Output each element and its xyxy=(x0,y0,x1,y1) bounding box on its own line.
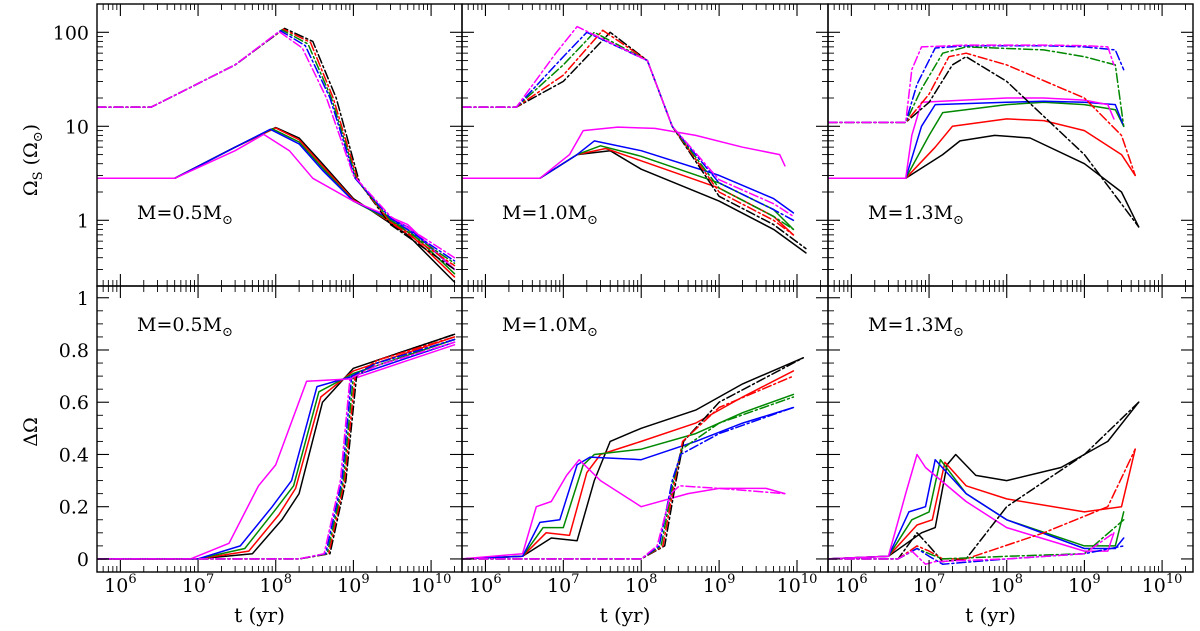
series-green-dashdot-top-right xyxy=(828,46,1125,128)
series-magenta-dashdot-bottom-left xyxy=(97,341,456,560)
series-black-dashdot-top-right xyxy=(828,55,1140,228)
series-black-solid-bottom-left xyxy=(97,333,456,560)
x-tick-label: 106 xyxy=(104,572,136,597)
labels: 1 10 100 M=0.5M⊙ M=1.0M⊙ M=1.3M⊙ 0 0.2 0.4 0.6 0.8… xyxy=(20,22,1182,627)
mass-annotation: M=1.3M⊙ xyxy=(868,314,964,340)
panel-frame-top-middle xyxy=(461,3,829,287)
series-green-dashdot-bottom-middle xyxy=(462,396,795,560)
series-magenta-solid-top-right xyxy=(828,97,1115,180)
y-axis-label-top: ΩS(Ω⊙) xyxy=(20,124,46,196)
series-blue-solid-top-left xyxy=(97,128,456,271)
x-tick-label: 108 xyxy=(260,572,292,597)
mass-annotation: M=0.5M⊙ xyxy=(137,202,233,228)
x-axis-label: t (yr) xyxy=(234,603,285,627)
series-magenta-dashdot-bottom-middle xyxy=(462,485,786,560)
series-blue-solid-bottom-middle xyxy=(462,406,795,560)
series-black-dashdot-bottom-middle xyxy=(462,357,804,560)
series-black-solid-bottom-right xyxy=(828,401,1140,560)
series-magenta-dashdot-top-left xyxy=(97,30,456,259)
panel-top-left-curves xyxy=(97,27,456,283)
panel-bottom-left-curves xyxy=(97,333,456,560)
series-red-dashdot-bottom-middle xyxy=(462,375,795,560)
series-green-dashdot-top-middle xyxy=(462,31,795,231)
x-tick-label: 1010 xyxy=(411,572,452,597)
series-magenta-solid-bottom-left xyxy=(97,344,456,560)
x-tick-label: 107 xyxy=(547,572,579,597)
series-magenta-dashdot-bottom-right xyxy=(828,532,1115,565)
x-tick-label: 107 xyxy=(182,572,214,597)
x-tick-label: 1010 xyxy=(777,572,818,597)
y-tick-label: 0.6 xyxy=(59,392,89,414)
series-red-dashdot-top-left xyxy=(97,28,456,267)
x-tick-label: 106 xyxy=(469,572,501,597)
mass-annotation: M=1.0M⊙ xyxy=(502,314,598,340)
series-magenta-dashdot-top-middle xyxy=(462,25,795,218)
series-magenta-solid-top-middle xyxy=(462,126,786,180)
x-tick-label: 106 xyxy=(835,572,867,597)
panel-bottom-middle-curves xyxy=(462,357,804,560)
frames xyxy=(96,3,1194,573)
panel-top-middle-curves xyxy=(462,25,807,254)
series-blue-dashdot-bottom-left xyxy=(97,338,456,560)
y-tick-label: 1 xyxy=(77,288,89,310)
x-tick-label: 107 xyxy=(913,572,945,597)
series-red-dashdot-bottom-left xyxy=(97,336,456,560)
series-red-dashdot-top-right xyxy=(828,52,1136,177)
series-blue-solid-top-middle xyxy=(462,140,795,214)
x-axis-label: t (yr) xyxy=(600,603,651,627)
series-black-dashdot-bottom-right xyxy=(828,401,1140,563)
x-axis-label: t (yr) xyxy=(965,603,1016,627)
series-red-solid-bottom-middle xyxy=(462,370,795,560)
y-tick-label: 0.4 xyxy=(59,444,89,466)
series-blue-dashdot-top-middle xyxy=(462,31,795,222)
series-blue-solid-top-right xyxy=(828,100,1125,180)
y-tick-label: 0.2 xyxy=(59,497,89,519)
panel-top-right-curves xyxy=(828,44,1140,228)
y-tick-label: 10 xyxy=(65,116,89,138)
series-black-solid-bottom-middle xyxy=(462,357,804,560)
x-tick-label: 109 xyxy=(703,572,735,597)
y-tick-label: 1 xyxy=(77,210,89,232)
x-tick-label: 108 xyxy=(991,572,1023,597)
series-red-solid-top-right xyxy=(828,118,1136,180)
x-tick-label: 109 xyxy=(337,572,369,597)
mass-annotation: M=1.0M⊙ xyxy=(502,202,598,228)
series-red-solid-bottom-left xyxy=(97,336,456,560)
series-blue-solid-bottom-right xyxy=(828,458,1125,560)
x-tick-label: 109 xyxy=(1068,572,1100,597)
y-tick-label: 100 xyxy=(53,22,89,44)
series-black-dashdot-bottom-left xyxy=(97,333,456,560)
series-blue-dashdot-top-right xyxy=(828,44,1125,124)
series-magenta-solid-bottom-middle xyxy=(462,458,786,560)
y-tick-label: 0.8 xyxy=(59,340,89,362)
series-black-dashdot-top-left xyxy=(97,27,456,271)
y-axis-label-bottom: ΔΩ xyxy=(20,417,42,446)
series-blue-dashdot-bottom-middle xyxy=(462,406,795,560)
series-green-dashdot-bottom-right xyxy=(828,519,1125,560)
series-green-solid-bottom-middle xyxy=(462,393,795,560)
mass-annotation: M=0.5M⊙ xyxy=(137,314,233,340)
series-green-solid-bottom-right xyxy=(828,458,1125,560)
series-black-solid-top-right xyxy=(828,134,1140,228)
curves xyxy=(97,25,1140,565)
x-tick-label: 1010 xyxy=(1142,572,1183,597)
mass-annotation: M=1.3M⊙ xyxy=(868,202,964,228)
series-green-solid-top-right xyxy=(828,101,1125,180)
panel-bottom-right-curves xyxy=(828,401,1140,565)
panel-frame-bottom-right xyxy=(827,285,1194,573)
y-tick-label: 0 xyxy=(77,549,89,571)
series-blue-solid-bottom-left xyxy=(97,341,456,560)
x-tick-label: 108 xyxy=(625,572,657,597)
series-magenta-dashdot-top-right xyxy=(828,44,1115,124)
